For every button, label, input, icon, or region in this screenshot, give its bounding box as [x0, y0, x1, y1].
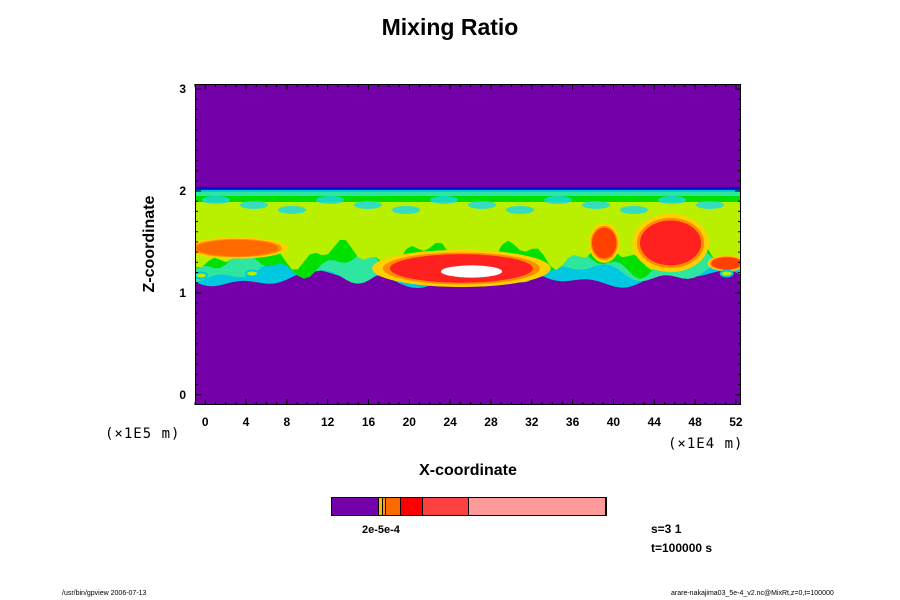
cyan-wisp	[240, 200, 268, 209]
colorbar-segment	[378, 498, 383, 515]
cyan-wisp	[354, 200, 382, 209]
y-axis-scale-label: (×1E5 m)	[105, 426, 181, 442]
x-tick-label: 16	[362, 415, 376, 429]
cyan-wisp	[544, 195, 572, 204]
cyan-wisp	[202, 195, 230, 204]
y-tick-label: 3	[179, 82, 186, 96]
colorbar-segment	[423, 498, 469, 515]
x-tick-label: 36	[566, 415, 580, 429]
colorbar	[331, 497, 607, 516]
hot-spot	[639, 220, 702, 266]
cyan-wisp	[506, 205, 534, 214]
layer-blob	[719, 269, 734, 278]
colorbar-segment	[386, 498, 401, 515]
info-t: t=100000 s	[651, 541, 713, 555]
layer-top-edge	[196, 186, 740, 192]
x-tick-label: 12	[321, 415, 335, 429]
layer-blob	[245, 269, 260, 278]
cyan-wisp	[316, 195, 344, 204]
footer-left: /usr/bin/gpview 2006-07-13	[62, 590, 147, 597]
hot-spot	[711, 257, 740, 270]
colorbar-label: 2e-5e-4	[362, 524, 400, 536]
cyan-wisp	[620, 205, 648, 214]
x-tick-label: 52	[729, 415, 743, 429]
hot-spot	[440, 265, 503, 278]
x-tick-label: 8	[284, 415, 291, 429]
chart-title: Mixing Ratio	[381, 14, 519, 40]
y-axis-label: Z-coordinate	[141, 195, 158, 293]
x-tick-label: 28	[484, 415, 498, 429]
colorbar-segment	[382, 498, 387, 515]
x-tick-label: 48	[688, 415, 702, 429]
x-tick-label: 32	[525, 415, 539, 429]
x-axis-label: X-coordinate	[419, 462, 517, 479]
hot-spot	[196, 239, 278, 257]
cyan-wisp	[392, 205, 420, 214]
cyan-wisp	[696, 200, 724, 209]
colorbar-segment	[400, 498, 424, 515]
cyan-wisp	[658, 195, 686, 204]
x-axis-scale-label: (×1E4 m)	[668, 436, 744, 452]
x-tick-label: 24	[443, 415, 457, 429]
footer-right: arare-nakajima03_5e-4_v2.nc@MixRt,z=0,t=…	[671, 590, 834, 597]
plot-area	[195, 84, 741, 405]
x-tick-label: 44	[648, 415, 662, 429]
cyan-wisp	[278, 205, 306, 214]
cyan-wisp	[468, 200, 496, 209]
x-tick-label: 0	[202, 415, 209, 429]
colorbar-segment	[468, 498, 606, 515]
x-tick-label: 40	[607, 415, 621, 429]
y-tick-label: 1	[179, 286, 186, 300]
y-tick-label: 0	[179, 388, 186, 402]
cyan-wisp	[582, 200, 610, 209]
y-tick-label: 2	[179, 184, 186, 198]
layer-blob	[196, 271, 209, 280]
colorbar-segment	[332, 498, 379, 515]
layer-band-yellowgreen	[196, 201, 740, 271]
heatmap-svg	[196, 186, 740, 289]
info-s: s=3 1	[651, 522, 682, 536]
x-tick-label: 4	[243, 415, 250, 429]
cyan-wisp	[430, 195, 458, 204]
x-tick-label: 20	[403, 415, 417, 429]
hot-spot	[591, 227, 617, 259]
